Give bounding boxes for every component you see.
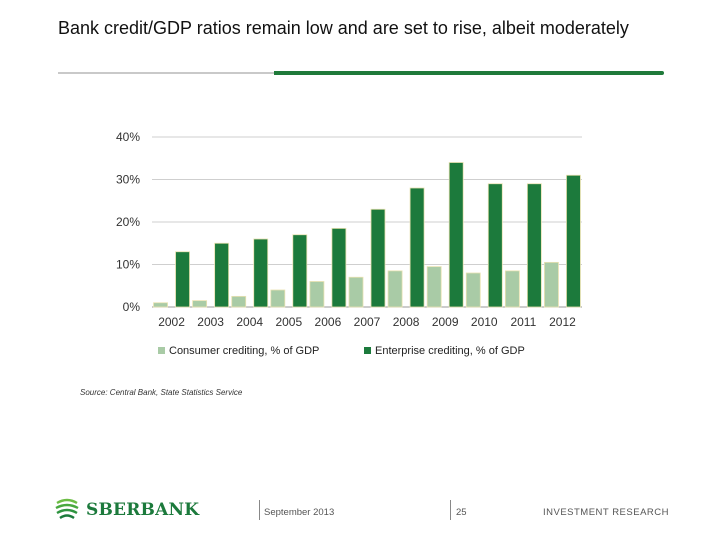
title-divider-green (274, 71, 664, 75)
bar-enterprise (526, 183, 542, 308)
legend: Consumer crediting, % of GDP Enterprise … (158, 345, 525, 357)
bar-enterprise (409, 187, 425, 308)
source-note: Source: Central Bank, State Statistics S… (80, 388, 243, 397)
bar-consumer (544, 261, 559, 308)
x-tick-label: 2006 (315, 315, 342, 329)
footer-date: September 2013 (264, 507, 335, 518)
x-tick-label: 2002 (158, 315, 185, 329)
y-tick-label: 10% (116, 258, 140, 272)
x-tick-label: 2007 (354, 315, 381, 329)
y-tick-label: 20% (116, 215, 140, 229)
x-tick-label: 2004 (236, 315, 263, 329)
title-divider-grey (58, 72, 278, 74)
legend-swatch-enterprise (364, 347, 371, 354)
y-axis-ticks: 0% 10% 20% 30% 40% (116, 130, 140, 314)
footer-separator-2 (450, 500, 451, 520)
bar-enterprise (448, 162, 464, 308)
sberbank-logo-icon (55, 498, 79, 520)
bar-consumer (231, 295, 247, 308)
bars (153, 162, 581, 308)
y-tick-label: 30% (116, 173, 140, 187)
bar-consumer (309, 281, 325, 308)
x-tick-label: 2012 (549, 315, 576, 329)
legend-swatch-consumer (158, 347, 165, 354)
slide-title: Bank credit/GDP ratios remain low and ar… (58, 18, 629, 38)
x-tick-label: 2011 (510, 315, 536, 329)
credit-gdp-chart: 0%10%20%30%40% 2002 2003 2004 2005 2006 2007 2… (116, 130, 582, 357)
bar-consumer (270, 289, 286, 308)
bar-enterprise (370, 208, 386, 308)
x-tick-label: 2009 (432, 315, 459, 329)
legend-label-consumer: Consumer crediting, % of GDP (169, 345, 319, 357)
bar-consumer (426, 266, 442, 308)
bar-consumer (192, 300, 208, 308)
footer-page-number: 25 (456, 507, 467, 518)
bar-enterprise (331, 227, 347, 308)
x-tick-label: 2005 (275, 315, 302, 329)
bar-enterprise (487, 183, 503, 308)
bar-consumer (348, 276, 364, 308)
x-tick-label: 2003 (197, 315, 224, 329)
bar-consumer (465, 272, 481, 308)
bar-enterprise (175, 251, 190, 308)
y-tick-label: 0% (123, 300, 141, 314)
bar-consumer (387, 270, 403, 308)
x-tick-label: 2010 (471, 315, 498, 329)
legend-label-enterprise: Enterprise crediting, % of GDP (375, 345, 525, 357)
sberbank-logo: SBERBANK (54, 498, 199, 522)
bar-enterprise (292, 234, 308, 308)
x-axis-ticks: 2002 2003 2004 2005 2006 2007 2008 2009 2010 2011… (158, 315, 576, 329)
bar-consumer (504, 270, 520, 308)
footer-separator-1 (259, 500, 260, 520)
brand-name: SBERBANK (86, 500, 200, 520)
bar-enterprise (566, 174, 581, 308)
x-tick-label: 2008 (393, 315, 420, 329)
bar-consumer (153, 302, 168, 308)
footer-section: INVESTMENT RESEARCH (543, 507, 669, 518)
bar-enterprise (253, 238, 269, 308)
bar-enterprise (214, 242, 230, 308)
y-tick-label: 40% (116, 130, 140, 144)
